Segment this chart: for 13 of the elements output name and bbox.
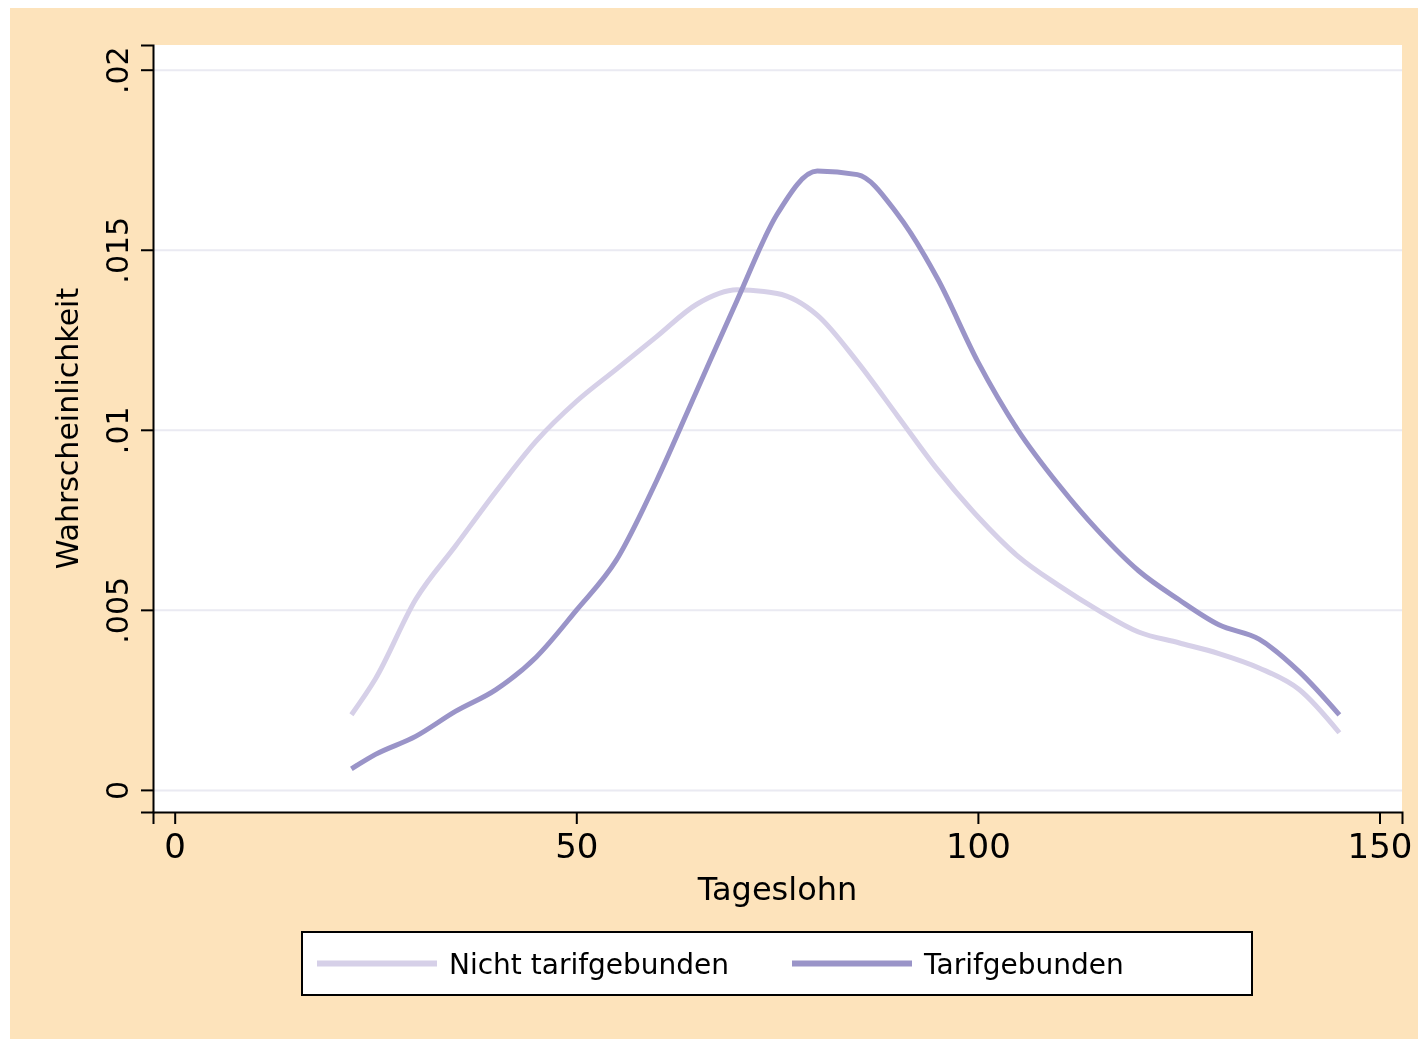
x-tick-label: 50 — [555, 825, 599, 866]
legend-label: Tarifgebunden — [923, 947, 1124, 981]
x-tick-label: 150 — [1347, 825, 1413, 866]
legend-label: Nicht tarifgebunden — [449, 947, 730, 981]
y-tick-label: .015 — [100, 216, 135, 284]
y-tick-label: .02 — [100, 46, 135, 95]
x-tick-label: 100 — [945, 825, 1011, 866]
y-tick-label: 0 — [100, 780, 135, 800]
y-axis-title: Wahrscheinlichkeit — [50, 287, 85, 570]
y-tick-label: .01 — [100, 406, 135, 455]
x-tick-label: 0 — [164, 825, 187, 866]
x-axis-title: Tageslohn — [696, 870, 858, 908]
y-tick-label: .005 — [100, 576, 135, 644]
